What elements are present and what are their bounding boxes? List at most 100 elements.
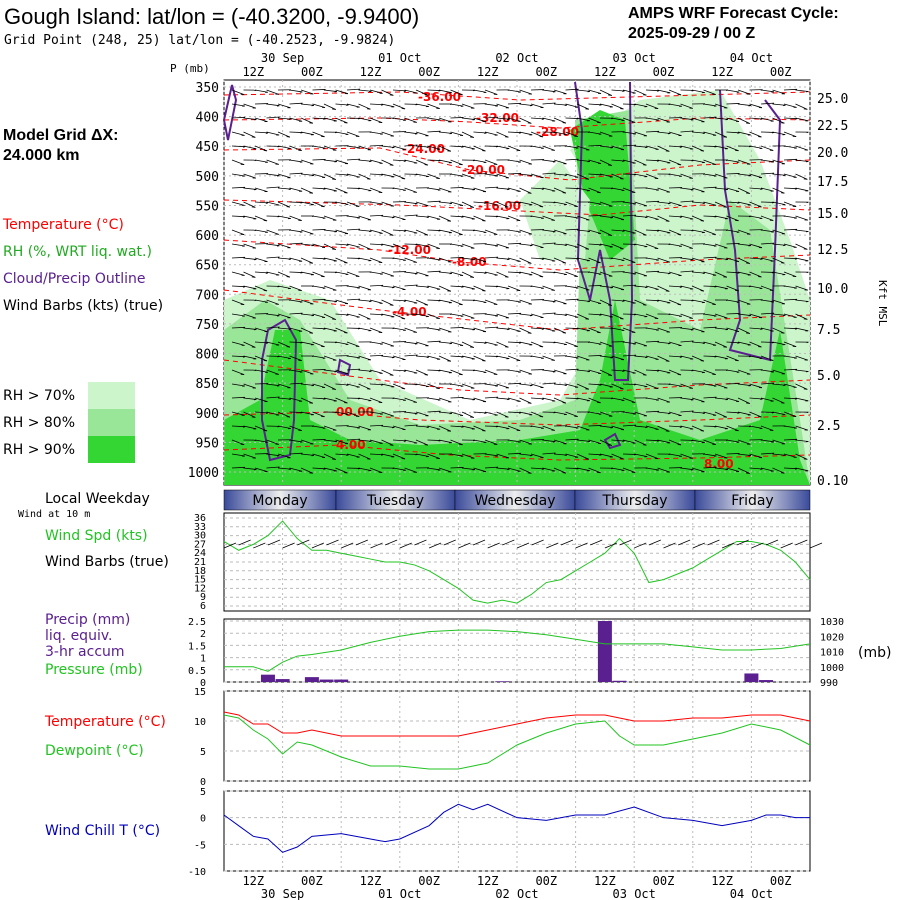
wind-barb bbox=[289, 327, 303, 332]
wind-barb bbox=[381, 313, 395, 318]
wind-barb-shaft bbox=[335, 103, 349, 106]
wind-barb-shaft bbox=[461, 117, 475, 120]
wind-barb-flag bbox=[803, 108, 808, 110]
wind-barb-shaft bbox=[415, 145, 429, 148]
wind-barb-shaft bbox=[415, 355, 429, 358]
wind-barb bbox=[450, 201, 464, 206]
wind-barb bbox=[323, 383, 336, 390]
wind-barb-shaft bbox=[645, 327, 659, 331]
wind-barb-shaft bbox=[576, 159, 590, 162]
temperature-contour-label: 4.00 bbox=[336, 438, 366, 452]
wind-barb bbox=[565, 145, 579, 149]
wind-barb-shaft bbox=[392, 467, 406, 471]
wind-barb bbox=[243, 355, 257, 360]
wind-barb bbox=[691, 327, 705, 333]
wind-barb-flag bbox=[599, 454, 602, 456]
wind-barb bbox=[553, 397, 567, 404]
wind-barb bbox=[415, 355, 430, 359]
wind-barb-shaft bbox=[484, 369, 498, 375]
wind-barb bbox=[749, 145, 763, 150]
wind-barb-shaft bbox=[749, 411, 762, 418]
wind-barb-shaft bbox=[450, 467, 464, 469]
wind-barb-shaft bbox=[254, 285, 268, 292]
wind-barb bbox=[576, 89, 591, 93]
wind-barb bbox=[680, 145, 694, 150]
wind-barb bbox=[599, 313, 613, 318]
wind-barb bbox=[277, 383, 291, 389]
wind-barb-shaft bbox=[634, 159, 647, 166]
wind-barb bbox=[427, 425, 441, 430]
wind-barb bbox=[611, 159, 625, 162]
surface-wind-barb bbox=[355, 539, 368, 546]
wind-barb bbox=[519, 187, 532, 194]
wind-barb bbox=[254, 117, 268, 122]
wind-barb-shaft bbox=[496, 243, 510, 249]
wind-barb-flag bbox=[737, 202, 740, 204]
wind-barb-shaft bbox=[668, 369, 682, 376]
temperature-contour-label: -20.00 bbox=[462, 163, 505, 177]
wind-barb bbox=[289, 131, 303, 134]
wind-barb-flag bbox=[665, 290, 670, 292]
wind-barb-shaft bbox=[795, 285, 808, 291]
bottom-time-label: 12Z bbox=[711, 874, 733, 888]
wind-barb-shaft bbox=[335, 187, 348, 194]
wind-barb-shaft bbox=[760, 215, 774, 221]
wind-barb-shaft bbox=[634, 285, 648, 288]
wind-barb-shaft bbox=[254, 341, 268, 344]
wind-barb-shaft bbox=[323, 397, 337, 402]
wind-barb bbox=[496, 117, 510, 121]
wind-barb-shaft bbox=[737, 257, 750, 264]
wind-barb bbox=[783, 215, 797, 219]
wind-barb-flag bbox=[527, 402, 532, 404]
temperature-contour bbox=[223, 199, 811, 216]
wind-barb bbox=[381, 201, 394, 207]
wind-barb-shaft bbox=[427, 439, 441, 441]
wind-barb bbox=[335, 313, 349, 316]
wind-barb-shaft bbox=[450, 117, 464, 119]
height-tick-label: 7.5 bbox=[817, 323, 840, 338]
wind-barb-shaft bbox=[657, 467, 670, 473]
wind-barb bbox=[783, 285, 797, 289]
wind-barb bbox=[381, 383, 395, 388]
wind-barb bbox=[726, 145, 739, 152]
wind-barb-shaft bbox=[277, 215, 291, 219]
wind-barb bbox=[231, 243, 245, 247]
wind-barb-shaft bbox=[243, 383, 256, 389]
wind-barb-shaft bbox=[415, 439, 429, 446]
wind-barb-shaft bbox=[484, 313, 498, 317]
wind-barb-shaft bbox=[622, 411, 636, 415]
wind-barb-shaft bbox=[243, 103, 256, 109]
wind-barb bbox=[473, 131, 487, 134]
wind-barb-shaft bbox=[737, 187, 750, 194]
wind-barb bbox=[657, 425, 670, 432]
wind-barb-shaft bbox=[760, 117, 774, 122]
wind-barb-shaft bbox=[519, 327, 532, 334]
wind-barb-shaft bbox=[496, 467, 510, 470]
wind-barb-shaft bbox=[358, 369, 372, 372]
wind-barb-shaft bbox=[335, 89, 349, 95]
wind-barb bbox=[599, 439, 612, 446]
wind-barb-shaft bbox=[300, 271, 314, 276]
wind-barb bbox=[680, 467, 694, 471]
wind-barb-shaft bbox=[289, 242, 303, 245]
wind-barb bbox=[749, 313, 763, 319]
wind-barb-shaft bbox=[266, 201, 280, 206]
wind-barb bbox=[289, 271, 303, 274]
wind-barb-shaft bbox=[668, 173, 682, 177]
wind-barb-shaft bbox=[542, 382, 556, 385]
wind-barb-shaft bbox=[668, 145, 682, 148]
wind-barb bbox=[542, 215, 555, 221]
wind-barb bbox=[289, 299, 303, 303]
wind-barb bbox=[645, 145, 659, 150]
wind-barb bbox=[484, 313, 498, 317]
wind-barb-shaft bbox=[243, 257, 257, 260]
wind-barb-shaft bbox=[668, 285, 682, 288]
wind-barb-shaft bbox=[358, 285, 372, 291]
wind-barb bbox=[530, 341, 544, 348]
wind-barb-flag bbox=[679, 146, 683, 148]
wind-barb-shaft bbox=[737, 131, 751, 136]
wind-barb bbox=[634, 173, 648, 178]
wind-barb bbox=[461, 201, 474, 208]
wind-barb-shaft bbox=[599, 369, 612, 376]
wind-barb bbox=[484, 439, 498, 445]
